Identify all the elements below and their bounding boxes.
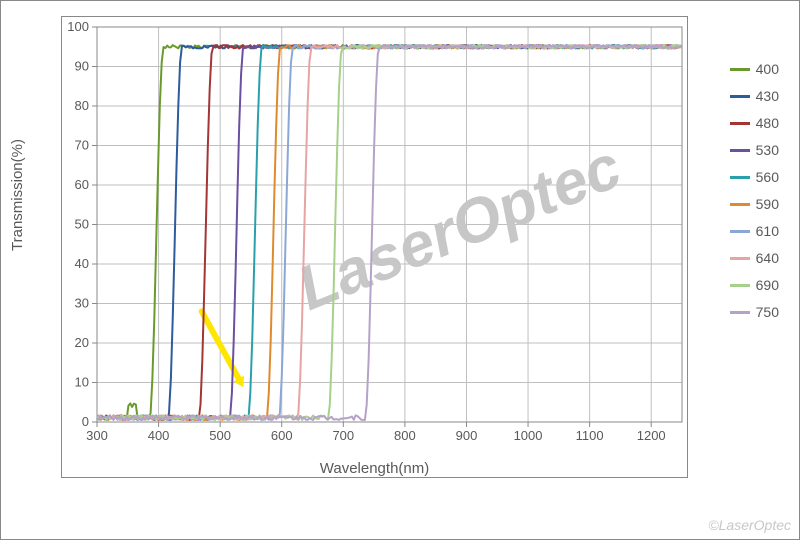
svg-text:60: 60 [75, 177, 89, 192]
svg-text:30: 30 [75, 296, 89, 311]
svg-text:100: 100 [67, 19, 89, 34]
svg-text:70: 70 [75, 138, 89, 153]
svg-text:500: 500 [209, 428, 231, 443]
svg-text:LaserOptec: LaserOptec [288, 132, 630, 324]
legend-label: 590 [756, 196, 779, 212]
plot-area: 0 10 20 30 40 50 60 70 80 90 100 300 400 500 600 700 800… [61, 16, 688, 478]
svg-text:800: 800 [394, 428, 416, 443]
legend-swatch [730, 257, 750, 260]
svg-text:1200: 1200 [637, 428, 666, 443]
legend-label: 530 [756, 142, 779, 158]
legend-item: 690 [730, 277, 779, 293]
svg-text:20: 20 [75, 335, 89, 350]
legend-swatch [730, 311, 750, 314]
legend-swatch [730, 122, 750, 125]
legend-item: 590 [730, 196, 779, 212]
svg-text:10: 10 [75, 375, 89, 390]
svg-text:90: 90 [75, 59, 89, 74]
svg-text:0: 0 [82, 414, 89, 429]
legend-item: 750 [730, 304, 779, 320]
svg-text:80: 80 [75, 98, 89, 113]
legend-label: 640 [756, 250, 779, 266]
svg-text:600: 600 [271, 428, 293, 443]
x-axis-label: Wavelength(nm) [62, 460, 687, 477]
legend-swatch [730, 176, 750, 179]
legend-label: 400 [756, 61, 779, 77]
chart-frame: Transmission(%) 0 10 20 30 40 50 60 70 80 90 100 30… [0, 0, 800, 540]
legend-item: 560 [730, 169, 779, 185]
legend-label: 560 [756, 169, 779, 185]
y-axis-label: Transmission(%) [9, 139, 26, 251]
chart-svg: 0 10 20 30 40 50 60 70 80 90 100 300 400 500 600 700 800… [62, 17, 687, 477]
legend-item: 640 [730, 250, 779, 266]
legend-item: 530 [730, 142, 779, 158]
legend-label: 480 [756, 115, 779, 131]
svg-text:1100: 1100 [576, 428, 604, 443]
svg-text:900: 900 [456, 428, 478, 443]
svg-text:700: 700 [332, 428, 354, 443]
legend-swatch [730, 203, 750, 206]
svg-text:40: 40 [75, 256, 89, 271]
legend-label: 750 [756, 304, 779, 320]
legend-swatch [730, 149, 750, 152]
legend: 400 430 480 530 560 590 610 640 690 750 [730, 61, 779, 331]
legend-swatch [730, 230, 750, 233]
legend-item: 480 [730, 115, 779, 131]
svg-text:50: 50 [75, 217, 89, 232]
legend-label: 610 [756, 223, 779, 239]
legend-item: 430 [730, 88, 779, 104]
legend-swatch [730, 68, 750, 71]
legend-label: 690 [756, 277, 779, 293]
legend-label: 430 [756, 88, 779, 104]
copyright-watermark: ©LaserOptec [708, 517, 791, 533]
svg-text:1000: 1000 [514, 428, 543, 443]
legend-item: 400 [730, 61, 779, 77]
legend-swatch [730, 284, 750, 287]
svg-text:300: 300 [86, 428, 108, 443]
legend-item: 610 [730, 223, 779, 239]
svg-text:400: 400 [148, 428, 170, 443]
legend-swatch [730, 95, 750, 98]
